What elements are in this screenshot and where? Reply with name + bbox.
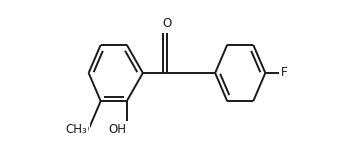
Text: O: O bbox=[79, 123, 89, 136]
Text: OH: OH bbox=[109, 123, 127, 136]
Text: CH₃: CH₃ bbox=[65, 123, 87, 136]
Text: O: O bbox=[162, 17, 171, 30]
Text: F: F bbox=[281, 67, 287, 79]
